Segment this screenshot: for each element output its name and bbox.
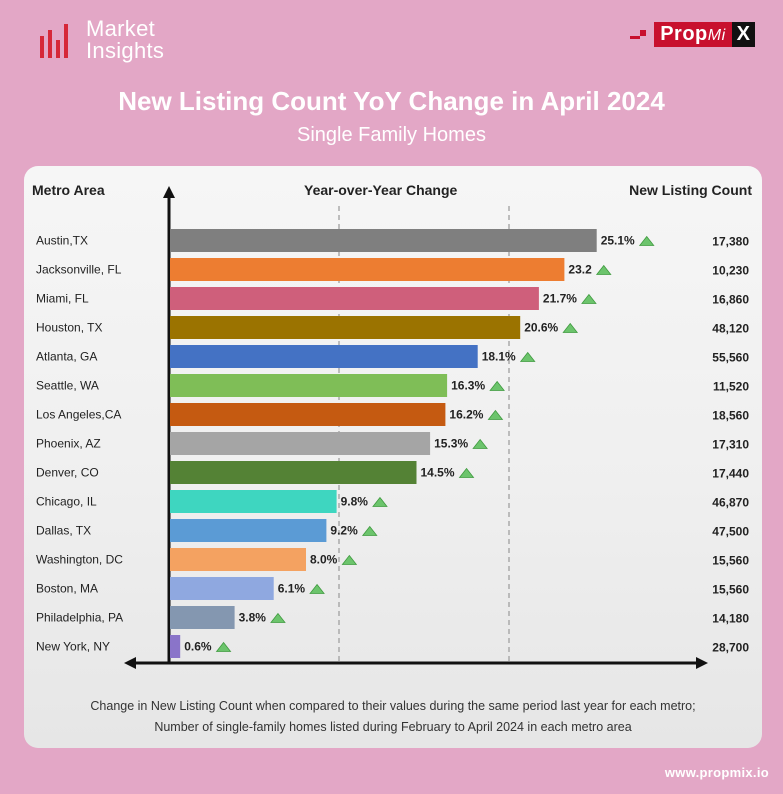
category-label: Washington, DC: [36, 553, 123, 567]
listing-count: 46,870: [712, 496, 749, 510]
value-label: 16.2%: [449, 408, 483, 422]
trend-up-icon: [562, 322, 579, 333]
value-label: 16.3%: [451, 379, 485, 393]
chart-title: New Listing Count YoY Change in April 20…: [118, 86, 665, 116]
trend-up-icon: [309, 583, 325, 594]
bar: [170, 432, 431, 455]
propmix-logo: PropMi X: [630, 22, 755, 47]
category-label: Dallas, TX: [36, 524, 91, 538]
propmix-x: X: [731, 22, 755, 47]
category-label: Denver, CO: [36, 466, 99, 480]
x-axis-left-arrow-icon: [124, 657, 136, 669]
market-insights-logo: Market Insights: [38, 18, 164, 62]
value-label: 23.2: [568, 263, 592, 277]
propmix-wordmark: PropMi: [654, 22, 732, 47]
trend-up-icon: [487, 409, 504, 420]
chart-subtitle: Single Family Homes: [297, 124, 486, 146]
listing-count: 15,560: [712, 583, 749, 597]
trend-up-icon: [458, 467, 475, 478]
header-yoy-change: Year-over-Year Change: [304, 182, 458, 198]
propmix-mi: Mi: [707, 27, 726, 44]
chart-card: Metro Area Year-over-Year Change New Lis…: [24, 166, 762, 748]
category-label: Boston, MA: [36, 582, 98, 596]
category-label: New York, NY: [36, 640, 110, 654]
header-listing-count: New Listing Count: [629, 182, 752, 198]
listing-count: 47,500: [712, 525, 749, 539]
bar: [170, 374, 448, 397]
value-label: 9.8%: [341, 495, 369, 509]
footnote-line1: Change in New Listing Count when compare…: [90, 699, 696, 713]
value-label: 8.0%: [310, 553, 338, 567]
listing-count: 17,440: [712, 467, 749, 481]
listing-count: 11,520: [713, 380, 749, 394]
category-label: Houston, TX: [36, 321, 102, 335]
bar: [170, 461, 417, 484]
bar: [170, 316, 521, 339]
bar: [170, 577, 274, 600]
category-label: Philadelphia, PA: [36, 611, 123, 625]
category-label: Jacksonville, FL: [36, 263, 122, 277]
bar: [170, 229, 597, 252]
value-label: 25.1%: [601, 234, 635, 248]
trend-up-icon: [361, 525, 378, 536]
listing-count: 28,700: [712, 641, 749, 655]
trend-up-icon: [489, 380, 505, 391]
category-label: Los Angeles,CA: [36, 408, 121, 422]
footnote-line2: Number of single-family homes listed dur…: [154, 720, 632, 734]
trend-up-icon: [472, 438, 488, 449]
value-label: 14.5%: [421, 466, 455, 480]
category-label: Miami, FL: [36, 292, 89, 306]
y-axis-arrow-icon: [163, 186, 175, 198]
value-label: 9.2%: [330, 524, 358, 538]
listing-count: 55,560: [712, 351, 749, 365]
propmix-prop: Prop: [660, 23, 708, 45]
category-label: Austin,TX: [36, 234, 88, 248]
logo-line1: Market: [86, 16, 156, 41]
trend-up-icon: [372, 496, 388, 507]
x-axis-right-arrow-icon: [696, 657, 708, 669]
trend-up-icon: [270, 612, 286, 623]
trend-up-icon: [595, 264, 612, 275]
header-metro-area: Metro Area: [32, 182, 105, 198]
listing-count: 16,860: [712, 293, 749, 307]
bar: [170, 258, 565, 281]
category-label: Atlanta, GA: [36, 350, 97, 364]
category-label: Phoenix, AZ: [36, 437, 101, 451]
trend-up-icon: [341, 554, 358, 565]
trend-up-icon: [581, 293, 597, 304]
listing-count: 15,560: [712, 554, 749, 568]
value-label: 3.8%: [239, 611, 267, 625]
propmix-mark-icon: [630, 24, 654, 46]
trend-up-icon: [519, 351, 536, 362]
bar: [170, 635, 181, 658]
logo-line2: Insights: [86, 38, 165, 63]
value-label: 20.6%: [524, 321, 558, 335]
listing-count: 17,310: [712, 438, 749, 452]
website-url[interactable]: www.propmix.io: [664, 765, 769, 780]
value-label: 6.1%: [278, 582, 306, 596]
trend-up-icon: [215, 641, 232, 652]
bar-chart-logo-icon: [40, 24, 68, 58]
bar: [170, 519, 327, 542]
bar-chart: Austin,TX 25.1% 17,380 Jacksonville, FL 23.2…: [36, 186, 749, 669]
listing-count: 48,120: [712, 322, 749, 336]
category-label: Chicago, IL: [36, 495, 97, 509]
bar: [170, 287, 539, 310]
value-label: 15.3%: [434, 437, 468, 451]
value-label: 18.1%: [482, 350, 516, 364]
listing-count: 10,230: [712, 264, 749, 278]
listing-count: 14,180: [712, 612, 749, 626]
listing-count: 18,560: [712, 409, 749, 423]
value-label: 0.6%: [184, 640, 212, 654]
category-label: Seattle, WA: [36, 379, 99, 393]
listing-count: 17,380: [712, 235, 749, 249]
bar: [170, 345, 478, 368]
bar: [170, 403, 446, 426]
bar: [170, 490, 337, 513]
value-label: 21.7%: [543, 292, 577, 306]
trend-up-icon: [638, 235, 655, 246]
bar: [170, 548, 306, 571]
bar: [170, 606, 235, 629]
